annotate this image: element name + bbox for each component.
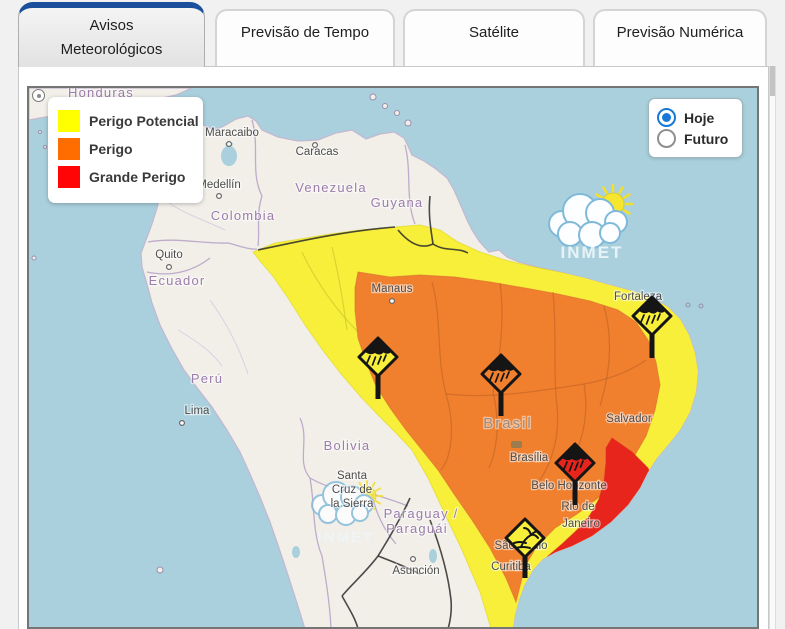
map-label: Cruz de xyxy=(332,484,372,496)
city-dot xyxy=(166,264,173,271)
inmet-watermark-text: INMET xyxy=(561,243,624,262)
inmet-watermark-text: INMET xyxy=(318,529,375,546)
yellow-swatch-icon xyxy=(58,110,80,132)
map-label: Curitiba xyxy=(491,561,531,573)
lakes xyxy=(221,143,437,563)
map-label: Venezuela xyxy=(295,180,367,195)
map-container[interactable]: INMET INMET Honduras Maracaibo Caracas Mede… xyxy=(27,86,759,629)
tab-previsao-de-tempo[interactable]: Previsão de Tempo xyxy=(215,9,395,66)
radio-selected-icon[interactable] xyxy=(657,108,676,127)
red-swatch-icon xyxy=(58,166,80,188)
city-dots xyxy=(166,141,417,562)
legend-label: Perigo Potencial xyxy=(89,113,199,129)
tab-avisos-meteorologicos[interactable]: Avisos Meteorológicos xyxy=(18,2,205,67)
map-label: Quito xyxy=(155,249,183,261)
map-label: Ecuador xyxy=(149,273,206,288)
map-label: Medellín xyxy=(197,179,240,191)
map-label: Paraguái xyxy=(386,521,448,536)
islands xyxy=(31,93,704,574)
map-label: Brasília xyxy=(510,452,549,464)
scrollbar-thumb[interactable] xyxy=(770,66,775,96)
tab-label-line1: Avisos xyxy=(89,16,134,34)
radio-unselected-icon[interactable] xyxy=(657,129,676,148)
map-label: Maracaibo xyxy=(205,127,259,139)
map-label: Santa xyxy=(337,470,368,482)
map-label: Colombia xyxy=(211,208,276,223)
city-dot xyxy=(216,193,223,200)
legend-item-perigo-potencial: Perigo Potencial xyxy=(58,110,199,132)
map-label: Brasil xyxy=(483,415,533,432)
city-dot xyxy=(179,420,186,427)
orange-swatch-icon xyxy=(58,138,80,160)
map-label: Lima xyxy=(185,405,211,417)
map-label: Rio de xyxy=(561,501,594,513)
map-label: Paraguay / xyxy=(384,506,459,521)
radio-hoje[interactable]: Hoje xyxy=(657,108,734,127)
city-dot xyxy=(226,141,233,148)
inmet-watermark-bottom: INMET xyxy=(311,479,384,546)
legend-label: Perigo xyxy=(89,141,133,157)
map-label: la Sierra xyxy=(331,498,374,510)
warning-legend: Perigo Potencial Perigo Grande Perigo xyxy=(48,97,203,203)
brasilia-symbol xyxy=(511,441,522,448)
legend-item-grande-perigo: Grande Perigo xyxy=(58,166,193,188)
radio-futuro[interactable]: Futuro xyxy=(657,129,734,148)
map-label: Guyana xyxy=(371,195,424,210)
zone-perigo xyxy=(354,271,661,604)
city-dot xyxy=(312,142,319,149)
legend-label: Grande Perigo xyxy=(89,169,186,185)
map-label: Janeiro xyxy=(562,518,600,530)
map-label: Manaus xyxy=(372,283,413,295)
scrollbar[interactable] xyxy=(769,66,776,629)
legend-item-perigo: Perigo xyxy=(58,138,193,160)
city-dot xyxy=(389,298,396,305)
map-label: Salvador xyxy=(606,413,652,425)
time-toggle: Hoje Futuro xyxy=(648,98,743,158)
tab-previsao-numerica[interactable]: Previsão Numérica xyxy=(593,9,767,66)
map-label: Perú xyxy=(191,371,223,386)
city-dot xyxy=(410,555,417,562)
state-lines-yellow xyxy=(301,246,361,335)
inmet-watermark-top: INMET xyxy=(548,183,634,262)
tab-label-line2: Meteorológicos xyxy=(60,40,163,58)
map-label: Belo Horizonte xyxy=(531,480,606,492)
map-label: Asunción xyxy=(392,565,439,577)
internal-borders xyxy=(164,199,249,375)
map-label: Bolivia xyxy=(324,438,371,453)
brazil-border xyxy=(257,195,469,627)
attribution-button[interactable] xyxy=(32,89,45,102)
tab-satelite[interactable]: Satélite xyxy=(403,9,585,66)
map-label: Caracas xyxy=(296,146,339,158)
